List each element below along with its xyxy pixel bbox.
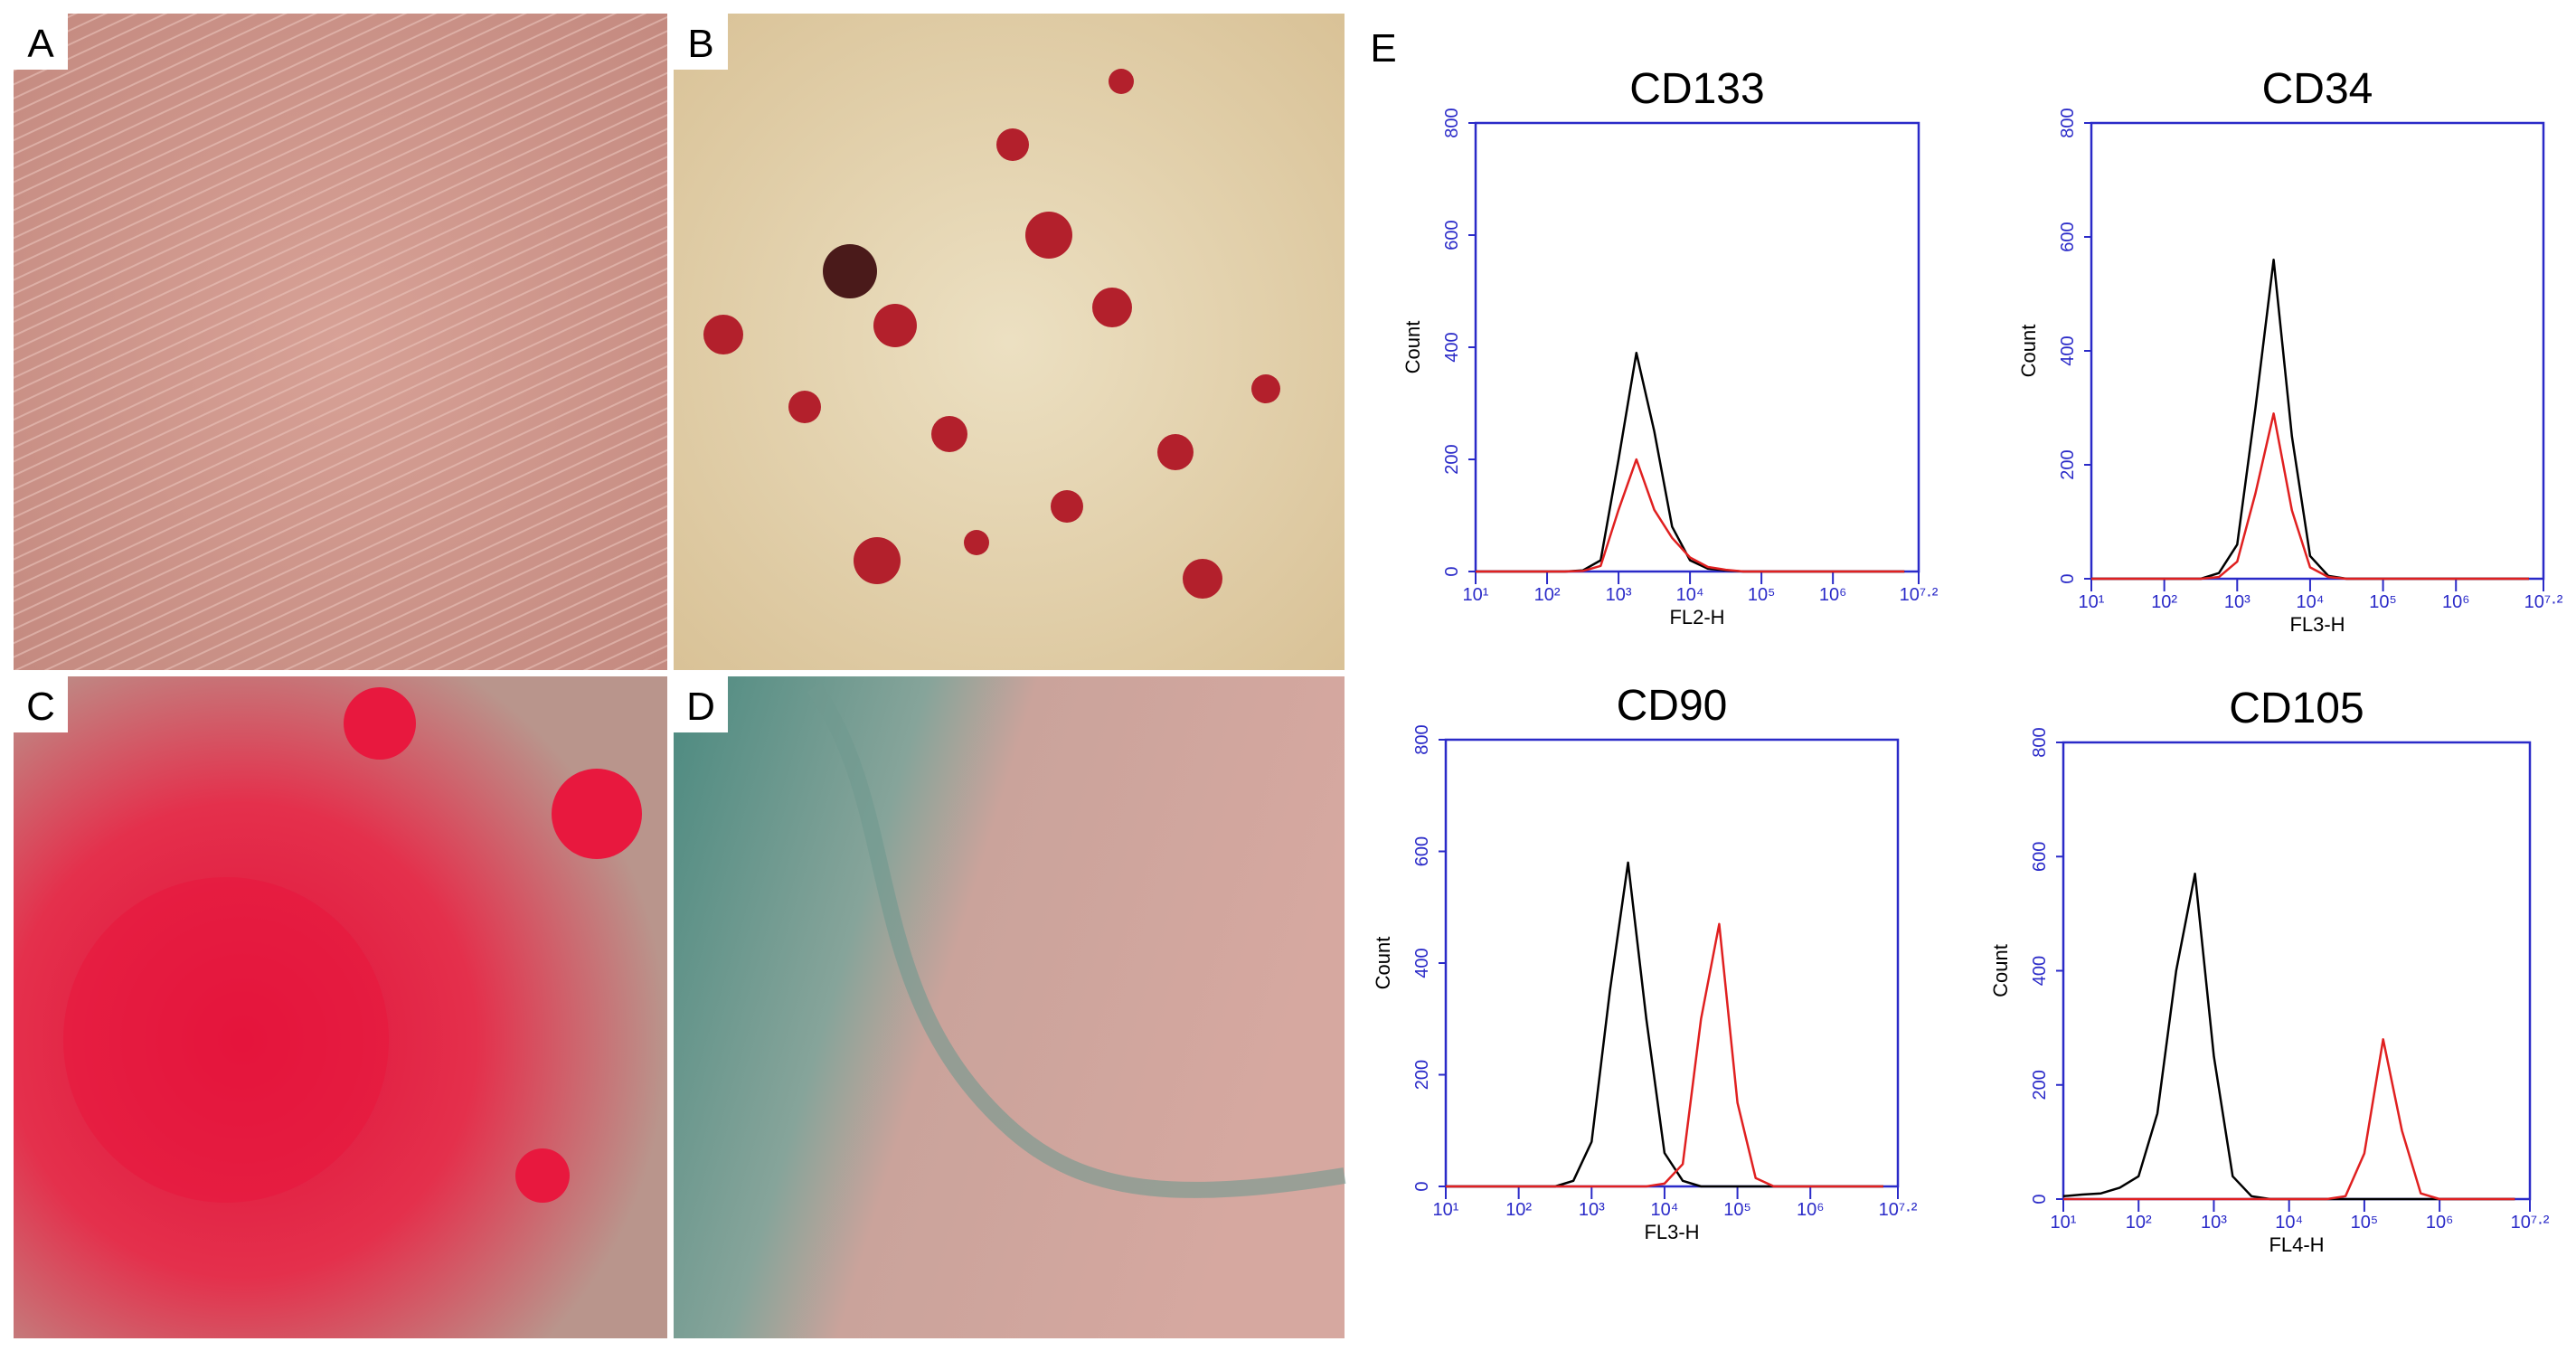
histogram-line bbox=[1476, 351, 1905, 573]
x-tick-label: 10² bbox=[1505, 1200, 1532, 1220]
x-tick-label: 10⁴ bbox=[1651, 1200, 1679, 1220]
x-tick-label: 10⁷·² bbox=[2524, 592, 2563, 612]
x-tick-label: 10² bbox=[1534, 585, 1561, 605]
x-tick-label: 10¹ bbox=[1463, 585, 1489, 605]
x-tick-label: 10⁵ bbox=[2369, 592, 2397, 612]
x-tick-label: 10³ bbox=[1579, 1200, 1605, 1220]
chart-title: CD133 bbox=[1629, 65, 1764, 113]
y-tick-label: 400 bbox=[1442, 332, 1462, 362]
micrograph-d bbox=[674, 676, 1346, 1338]
y-tick-label: 200 bbox=[1412, 1060, 1432, 1090]
x-tick-label: 10² bbox=[2126, 1213, 2152, 1233]
y-tick-label: 400 bbox=[1412, 948, 1432, 978]
x-tick-label: 10¹ bbox=[2051, 1213, 2077, 1233]
x-tick-label: 10² bbox=[2151, 592, 2177, 612]
x-tick-label: 10³ bbox=[2224, 592, 2250, 612]
x-tick-label: 10⁷·² bbox=[1879, 1200, 1918, 1220]
y-tick-label: 800 bbox=[2030, 727, 2050, 757]
x-tick-label: 10³ bbox=[2201, 1213, 2227, 1233]
y-tick-label: 400 bbox=[2030, 956, 2050, 986]
y-tick-label: 0 bbox=[1412, 1181, 1432, 1191]
x-tick-label: 10¹ bbox=[1433, 1200, 1459, 1220]
x-tick-label: 10¹ bbox=[2079, 592, 2105, 612]
panel-label: C bbox=[26, 685, 55, 729]
y-tick-label: 200 bbox=[2058, 449, 2078, 479]
y-axis-label: Count bbox=[1989, 944, 2012, 997]
histogram-line bbox=[1446, 861, 1883, 1188]
micrograph-c bbox=[14, 676, 667, 1338]
panel-label-box bbox=[14, 14, 68, 70]
histogram-line bbox=[2063, 1038, 2515, 1201]
y-tick-label: 600 bbox=[1442, 220, 1462, 250]
plot-frame bbox=[1474, 121, 1920, 573]
x-tick-label: 10⁵ bbox=[2351, 1213, 2379, 1233]
histogram-line bbox=[2091, 412, 2529, 581]
y-tick-label: 800 bbox=[2058, 108, 2078, 137]
plot-frame bbox=[2090, 121, 2545, 581]
y-tick-label: 400 bbox=[2058, 335, 2078, 365]
y-axis-label: Count bbox=[1401, 321, 1424, 374]
histogram-line bbox=[2062, 872, 2515, 1201]
x-tick-label: 10⁷·² bbox=[1900, 585, 1939, 605]
x-axis-label: FL2-H bbox=[1669, 606, 1724, 628]
panel-label: E bbox=[1370, 26, 1396, 71]
y-tick-label: 200 bbox=[1442, 444, 1462, 474]
x-tick-label: 10⁴ bbox=[1676, 585, 1704, 605]
x-axis-label: FL3-H bbox=[1644, 1221, 1699, 1243]
x-axis-label: FL3-H bbox=[2289, 613, 2345, 636]
x-axis-label: FL4-H bbox=[2269, 1233, 2324, 1256]
x-tick-label: 10⁷·² bbox=[2511, 1213, 2550, 1233]
y-tick-label: 0 bbox=[1442, 566, 1462, 576]
x-tick-label: 10⁵ bbox=[1748, 585, 1776, 605]
y-tick-label: 0 bbox=[2058, 573, 2078, 583]
y-tick-label: 800 bbox=[1412, 724, 1432, 754]
micrograph-b bbox=[674, 14, 1345, 670]
x-tick-label: 10⁶ bbox=[1819, 585, 1846, 605]
histogram-line bbox=[2091, 258, 2529, 581]
panel-label: B bbox=[687, 22, 713, 66]
panel-label-box bbox=[674, 676, 728, 732]
y-axis-label: Count bbox=[1372, 937, 1394, 990]
x-tick-label: 10⁶ bbox=[1797, 1200, 1824, 1220]
chart-title: CD90 bbox=[1617, 682, 1728, 730]
micrograph-a bbox=[14, 14, 667, 670]
y-tick-label: 600 bbox=[1412, 836, 1432, 866]
chart-title: CD34 bbox=[2262, 65, 2373, 113]
x-tick-label: 10⁶ bbox=[2442, 592, 2469, 612]
y-tick-label: 0 bbox=[2030, 1194, 2050, 1204]
x-tick-label: 10⁶ bbox=[2426, 1213, 2453, 1233]
panel-label: A bbox=[27, 22, 54, 66]
plot-frame bbox=[1444, 738, 1900, 1188]
histogram-line bbox=[1476, 458, 1905, 573]
panel-label-box bbox=[674, 14, 728, 70]
y-axis-label: Count bbox=[2017, 325, 2040, 378]
y-tick-label: 200 bbox=[2030, 1070, 2050, 1100]
y-tick-label: 800 bbox=[1442, 108, 1462, 137]
x-tick-label: 10³ bbox=[1606, 585, 1632, 605]
panel-label: D bbox=[686, 685, 715, 729]
plot-frame bbox=[2062, 741, 2532, 1201]
histogram-line bbox=[1446, 922, 1883, 1188]
x-tick-label: 10⁴ bbox=[2275, 1213, 2303, 1233]
y-tick-label: 600 bbox=[2058, 222, 2078, 251]
y-tick-label: 600 bbox=[2030, 842, 2050, 872]
panel-label-box bbox=[14, 676, 68, 732]
x-tick-label: 10⁴ bbox=[2297, 592, 2325, 612]
chart-title: CD105 bbox=[2229, 685, 2364, 732]
x-tick-label: 10⁵ bbox=[1723, 1200, 1751, 1220]
